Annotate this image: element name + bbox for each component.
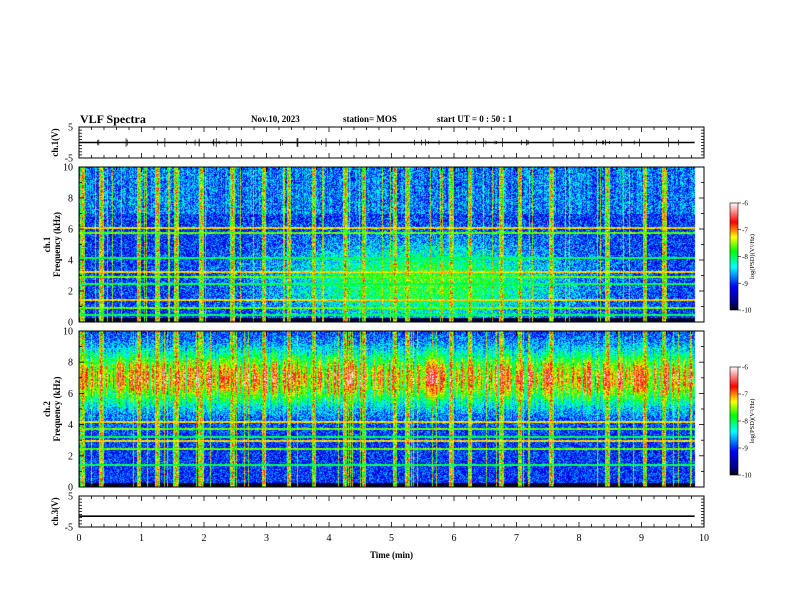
ch1-spectrogram-colorbar-tick-label: -9 bbox=[742, 280, 748, 288]
ch3-waveform-ytick-label: -5 bbox=[65, 523, 73, 534]
ch1-spectrogram-ytick-label: 0 bbox=[68, 318, 73, 329]
ch1-spectrogram-colorbar-tick-label: -8 bbox=[742, 253, 748, 261]
spectrogram-image-ch2 bbox=[79, 331, 704, 487]
x-tick-label: 8 bbox=[577, 533, 582, 544]
ch2-spectrogram-ytick-label: 10 bbox=[63, 327, 73, 338]
figure-title: VLF Spectra bbox=[80, 112, 146, 126]
ch1-spectrogram-colorbar bbox=[729, 202, 739, 311]
ch1-spectrogram-ytick-label: 6 bbox=[68, 225, 73, 236]
x-tick-label: 10 bbox=[699, 533, 709, 544]
ch2-spectrogram-colorbar-tick-label: -7 bbox=[742, 391, 748, 399]
start-time-label: start UT = 0 : 50 : 1 bbox=[437, 114, 513, 124]
ch1-waveform-ytick-label: 5 bbox=[68, 123, 73, 134]
ch1-waveform-ylabel: ch.1(V) bbox=[50, 128, 60, 156]
x-axis-label: Time (min) bbox=[370, 550, 413, 560]
ch2-spectrogram-colorbar-tick-label: -9 bbox=[742, 445, 748, 453]
station-label: station= MOS bbox=[343, 114, 397, 124]
ch1-spectrogram-ytick-label: 2 bbox=[68, 287, 73, 298]
ch2-spectrogram-colorbar-tick-label: -10 bbox=[742, 472, 752, 480]
ch2-spectrogram-colorbar-label: log(PSD)(V²/Hz) bbox=[749, 399, 756, 444]
ch2-spectrogram-ytick-label: 0 bbox=[68, 483, 73, 494]
observation-date: Nov.10, 2023 bbox=[251, 114, 300, 124]
ch1-spectrogram-ylabel: ch.1 bbox=[42, 236, 52, 252]
ch1-spectrogram-colorbar-tick-label: -10 bbox=[742, 307, 752, 315]
ch1-spectrogram-ytick-label: 10 bbox=[63, 163, 73, 174]
ch1-spectrogram-colorbar-label: log(PSD)(V²/Hz) bbox=[749, 234, 756, 279]
ch2-spectrogram-ytick-label: 4 bbox=[68, 420, 73, 431]
x-tick-label: 3 bbox=[264, 533, 269, 544]
ch3-waveform-ytick-label: 5 bbox=[68, 492, 73, 503]
ch2-spectrogram-ylabel: ch.2 bbox=[42, 401, 52, 417]
x-tick-label: 2 bbox=[202, 533, 207, 544]
ch1-spectrogram-ytick-label: 4 bbox=[68, 256, 73, 267]
x-tick-label: 5 bbox=[389, 533, 394, 544]
ch1-spectrogram-colorbar-tick-label: -6 bbox=[742, 200, 748, 208]
ch2-spectrogram-colorbar bbox=[729, 366, 739, 476]
x-tick-label: 7 bbox=[514, 533, 519, 544]
spectrogram-image-ch1 bbox=[79, 167, 704, 322]
ch2-spectrogram-colorbar-tick-label: -6 bbox=[742, 364, 748, 372]
x-tick-label: 0 bbox=[77, 533, 82, 544]
ch1-spectrogram-ylabel: Frequency (kHz) bbox=[52, 212, 62, 277]
ch2-spectrogram-ytick-label: 8 bbox=[68, 358, 73, 369]
ch1-waveform-ytick-label: -5 bbox=[65, 154, 73, 165]
ch1-spectrogram-colorbar-tick-label: -7 bbox=[742, 226, 748, 234]
ch2-spectrogram-ytick-label: 2 bbox=[68, 451, 73, 462]
x-tick-label: 1 bbox=[139, 533, 144, 544]
ch3-waveform-ylabel: ch.3(V) bbox=[50, 497, 60, 525]
x-tick-label: 6 bbox=[452, 533, 457, 544]
ch2-spectrogram-ytick-label: 6 bbox=[68, 389, 73, 400]
ch2-spectrogram-colorbar-tick-label: -8 bbox=[742, 418, 748, 426]
x-tick-label: 4 bbox=[327, 533, 332, 544]
ch1-spectrogram-ytick-label: 8 bbox=[68, 194, 73, 205]
ch2-spectrogram-ylabel: Frequency (kHz) bbox=[52, 376, 62, 441]
x-tick-label: 9 bbox=[639, 533, 644, 544]
